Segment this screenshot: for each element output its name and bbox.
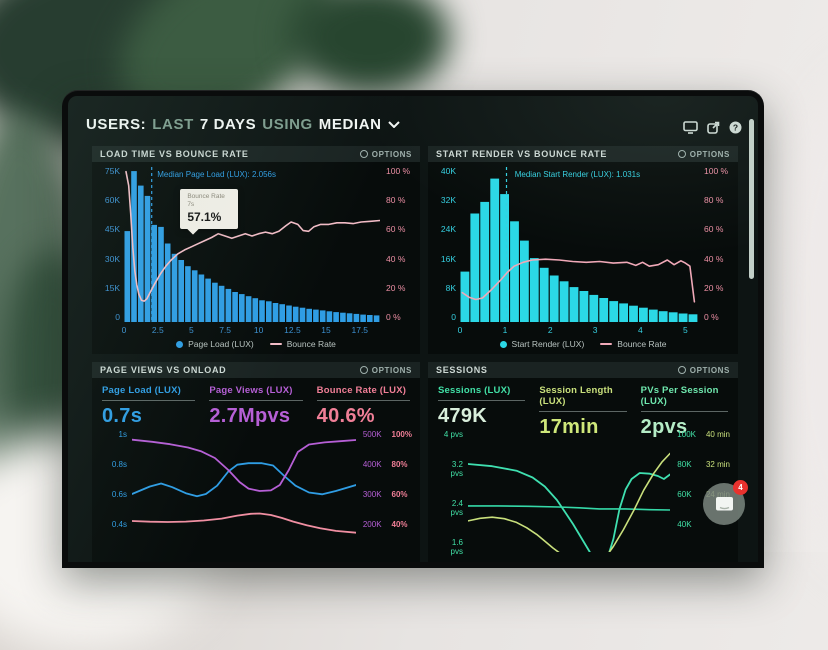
legend-dot xyxy=(499,340,507,348)
gear-icon xyxy=(677,150,686,158)
title-7days: 7 DAYS xyxy=(199,116,257,133)
y-axis-right: 500K 400K 300K 200K 100% 80% 60% 40% xyxy=(362,430,412,529)
sessions-chart[interactable] xyxy=(468,434,671,552)
legend-dot xyxy=(176,340,184,348)
stat-session-length: Session Length (LUX) 17min xyxy=(539,385,627,438)
laptop-bezel: USERS: LAST 7 DAYS USING MEDIAN ? LOAD T… xyxy=(62,90,764,568)
stat-pvs-per-session: PVs Per Session (LUX) 2pvs xyxy=(640,385,728,438)
stat-value: 479K xyxy=(438,405,488,427)
gear-icon xyxy=(359,366,368,374)
panel-start-render: START RENDER VS BOUNCE RATE OPTIONS 40K 3… xyxy=(428,146,738,354)
title-users: USERS: xyxy=(86,116,147,133)
gear-icon xyxy=(677,366,686,374)
options-label: OPTIONS xyxy=(689,149,730,159)
options-label: OPTIONS xyxy=(371,365,412,375)
notification-badge: 4 xyxy=(733,480,748,495)
gear-icon xyxy=(359,150,368,158)
y-axis-left: 1s 0.8s 0.6s 0.4s xyxy=(111,430,127,529)
stat-bounce-rate: Bounce Rate (LUX) 40.6% xyxy=(316,385,410,429)
options-button[interactable]: OPTIONS xyxy=(359,365,412,375)
bounce-rate-tooltip: Bounce Rate 7s 57.1% xyxy=(180,188,239,229)
stat-value: 2pvs xyxy=(640,416,688,438)
panel-title: PAGE VIEWS VS ONLOAD xyxy=(100,365,227,375)
chat-button[interactable]: 4 xyxy=(703,480,748,525)
chart-legend: Page Load (LUX) Bounce Rate xyxy=(92,336,420,352)
panel-title: LOAD TIME VS BOUNCE RATE xyxy=(100,149,249,159)
plant-leaf-blur xyxy=(290,0,450,95)
legend-line xyxy=(269,343,282,345)
stat-page-load: Page Load (LUX) 0.7s xyxy=(102,385,196,429)
stat-value: 40.6% xyxy=(316,405,375,427)
y-axis-left: 4 pvs 3.2 pvs 2.4 pvs 1.6 pvs xyxy=(443,430,463,556)
svg-text:?: ? xyxy=(733,122,738,132)
panel-load-time: LOAD TIME VS BOUNCE RATE OPTIONS 75K 60K … xyxy=(92,146,420,354)
title-last: LAST xyxy=(152,116,194,133)
options-button[interactable]: OPTIONS xyxy=(359,149,412,159)
x-axis: 0 2.5 5 7.5 10 12.5 15 17.5 xyxy=(121,325,369,335)
timeframe-dropdown[interactable]: USERS: LAST 7 DAYS USING MEDIAN xyxy=(86,116,400,133)
y-axis-left: 75K 60K 45K 30K 15K 0 xyxy=(104,166,120,322)
help-icon[interactable]: ? xyxy=(729,121,742,134)
share-icon[interactable] xyxy=(707,121,720,134)
panel-sessions: SESSIONS OPTIONS Sessions (LUX) 479K Ses… xyxy=(428,362,738,562)
chevron-down-icon xyxy=(387,121,400,128)
stat-page-views: Page Views (LUX) 2.7Mpvs xyxy=(209,385,303,429)
options-button[interactable]: OPTIONS xyxy=(677,149,730,159)
options-label: OPTIONS xyxy=(371,149,412,159)
chart-legend: Start Render (LUX) Bounce Rate xyxy=(428,336,738,352)
stat-value: 2.7Mpvs xyxy=(209,405,291,427)
background-highlight xyxy=(770,60,828,580)
legend-line xyxy=(600,343,613,345)
panel-title: SESSIONS xyxy=(436,365,488,375)
stat-sessions: Sessions (LUX) 479K xyxy=(438,385,526,429)
y-axis-right: 100 % 80 % 60 % 40 % 20 % 0 % xyxy=(386,166,411,322)
y-axis-left: 40K 32K 24K 16K 8K 0 xyxy=(440,166,456,322)
start-render-chart[interactable]: Median Start Render (LUX): 1.031s xyxy=(460,167,698,322)
options-button[interactable]: OPTIONS xyxy=(677,365,730,375)
title-using: USING xyxy=(262,116,313,133)
load-time-chart[interactable]: Median Page Load (LUX): 2.056s Bounce Rat… xyxy=(124,167,380,322)
chat-icon xyxy=(715,496,733,510)
median-annotation: Median Start Render (LUX): 1.031s xyxy=(514,170,641,179)
display-icon[interactable] xyxy=(683,121,698,134)
title-median: MEDIAN xyxy=(318,116,382,133)
dashboard-screen: USERS: LAST 7 DAYS USING MEDIAN ? LOAD T… xyxy=(68,96,758,562)
page-views-chart[interactable] xyxy=(132,434,356,552)
options-label: OPTIONS xyxy=(689,365,730,375)
vertical-scrollbar[interactable] xyxy=(749,119,754,279)
stat-value: 0.7s xyxy=(102,405,143,427)
panel-title: START RENDER VS BOUNCE RATE xyxy=(436,149,608,159)
stat-value: 17min xyxy=(539,416,599,438)
panel-page-views: PAGE VIEWS VS ONLOAD OPTIONS Page Load (… xyxy=(92,362,420,562)
median-annotation: Median Page Load (LUX): 2.056s xyxy=(157,170,277,179)
y-axis-right: 100 % 80 % 60 % 40 % 20 % 0 % xyxy=(704,166,729,322)
